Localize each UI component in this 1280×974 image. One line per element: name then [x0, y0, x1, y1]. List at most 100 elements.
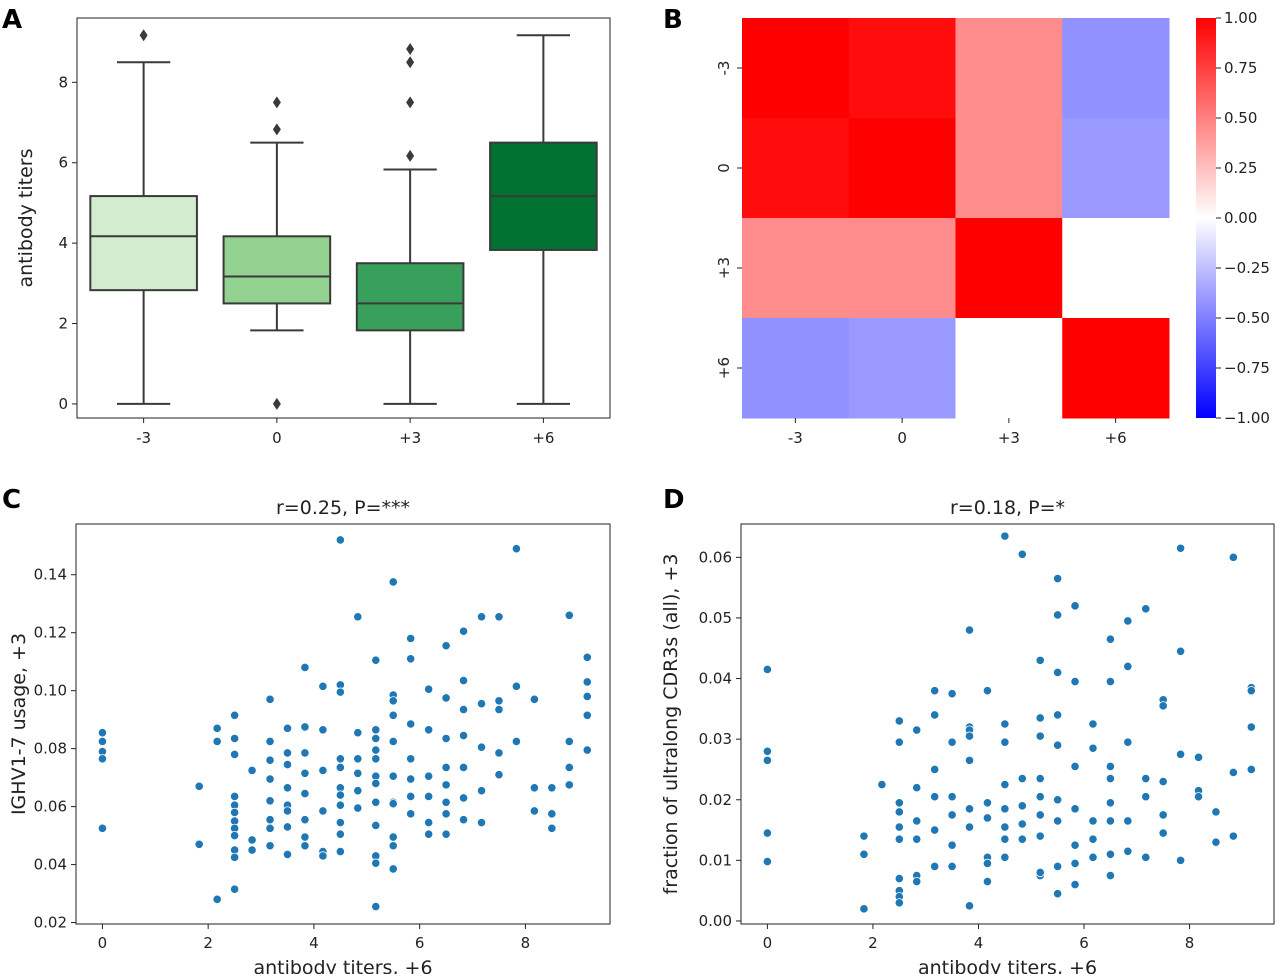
scatter-point	[511, 544, 522, 554]
scatter-point	[353, 728, 363, 738]
scatter-point	[458, 762, 469, 773]
scatter-point	[1035, 773, 1045, 784]
scatter-point	[335, 817, 345, 828]
scatter-point	[529, 694, 539, 704]
scatter-point	[1158, 776, 1168, 787]
scatter-point	[1158, 701, 1168, 711]
x-tick-label: 4	[974, 934, 984, 952]
scatter-point	[930, 825, 940, 835]
panel-c-scatter: 0 2 4 6 8 0.02 0.04 0.06 0.08 0.10 0.12 0.14 r=0.25,…	[8, 497, 611, 974]
scatter-point	[1035, 713, 1045, 723]
scatter-point	[1035, 655, 1045, 665]
scatter-point	[947, 810, 957, 820]
colorbar	[1196, 18, 1216, 418]
outlier-marker	[406, 149, 415, 162]
scatter-point	[894, 716, 904, 726]
plot-frame	[740, 523, 1275, 925]
scatter-point	[1105, 870, 1116, 881]
scatter-point	[458, 793, 469, 803]
scatter-point	[388, 736, 398, 746]
y-tick-label: 2	[58, 315, 68, 333]
scatter-point	[1070, 676, 1080, 687]
scatter-point	[458, 626, 469, 636]
scatter-point	[1000, 737, 1010, 747]
scatter-point	[441, 797, 451, 807]
scatter-point	[441, 780, 451, 790]
outlier-marker	[272, 96, 281, 109]
scatter-point	[1158, 810, 1168, 820]
scatter-point	[1070, 804, 1080, 814]
x-tick-label: -3	[136, 429, 151, 447]
heatmap-cell	[955, 318, 1063, 419]
scatter-point	[230, 791, 240, 802]
scatter-point	[1158, 828, 1168, 838]
scatter-point	[353, 786, 363, 796]
colorbar-tick-label: 0.50	[1224, 109, 1257, 127]
scatter-point	[335, 800, 345, 810]
scatter-point	[282, 723, 293, 733]
scatter-point	[1105, 816, 1116, 826]
scatter-point	[1000, 852, 1010, 862]
scatter-point	[247, 765, 257, 775]
box-3	[489, 34, 598, 405]
scatter-point	[1211, 837, 1221, 847]
scatter-point	[318, 851, 328, 861]
panel-label-c: C	[2, 485, 21, 515]
scatter-point	[230, 852, 240, 862]
scatter-point	[930, 764, 940, 775]
y-axis-label: IGHV1-7 usage, +3	[8, 633, 30, 815]
heatmap-cell	[955, 118, 1063, 219]
scatter-point	[762, 746, 772, 756]
scatter-point	[912, 876, 922, 887]
scatter-point	[300, 768, 310, 778]
scatter-point	[982, 798, 993, 808]
scatter-point	[476, 817, 487, 828]
heatmap-cell	[742, 18, 850, 119]
scatter-point	[424, 771, 434, 781]
scatter-point	[1141, 773, 1151, 784]
scatter-point	[1211, 807, 1221, 817]
scatter-point	[1123, 737, 1133, 747]
scatter-point	[282, 783, 293, 793]
scatter-point	[547, 823, 557, 833]
scatter-point	[1088, 743, 1098, 753]
scatter-point	[406, 633, 416, 644]
scatter-point	[247, 835, 257, 845]
scatter-point	[1228, 552, 1238, 562]
scatter-point	[930, 710, 940, 720]
colorbar-tick-label: 0.75	[1224, 59, 1257, 77]
colorbar-tick-label: −0.25	[1224, 259, 1270, 277]
scatter-point	[564, 780, 574, 790]
y-tick-label: 0.12	[34, 624, 67, 642]
scatter-point	[947, 861, 957, 872]
colorbar-tick-label: −0.75	[1224, 359, 1270, 377]
scatter-point	[97, 736, 108, 746]
scatter-point	[894, 737, 904, 747]
x-tick-label: 0	[763, 934, 773, 952]
scatter-point	[406, 774, 416, 784]
scatter-point	[1053, 889, 1063, 899]
scatter-point	[97, 754, 108, 764]
heatmap-cell	[955, 218, 1063, 319]
y-tick-label: 0.14	[34, 566, 67, 584]
scatter-point	[300, 722, 310, 732]
scatter-point	[371, 733, 381, 744]
scatter-point	[1088, 834, 1098, 844]
scatter-point	[230, 830, 240, 841]
y-tick-label: 0.03	[699, 730, 732, 748]
outlier-marker	[272, 123, 281, 136]
scatter-point	[982, 686, 993, 696]
scatter-point	[194, 839, 204, 849]
scatter-point	[547, 809, 557, 819]
scatter-point	[762, 828, 772, 838]
scatter-point	[1053, 795, 1063, 805]
scatter-point	[947, 840, 957, 850]
scatter-point	[265, 694, 275, 704]
scatter-point	[247, 845, 257, 855]
scatter-point	[194, 781, 204, 791]
scatter-point	[388, 696, 398, 706]
x-tick-label: +6	[1105, 429, 1127, 447]
outlier-marker	[406, 56, 415, 69]
scatter-point	[388, 577, 398, 587]
x-tick-label: 0	[897, 429, 907, 447]
